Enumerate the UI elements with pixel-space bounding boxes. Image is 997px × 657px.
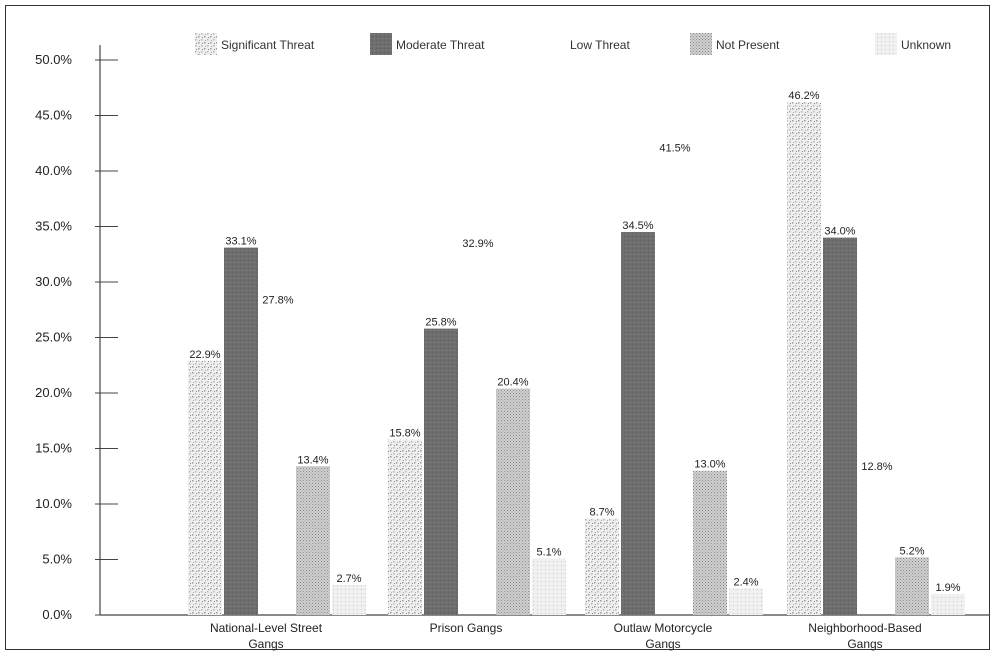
legend-swatch <box>370 33 392 55</box>
data-label: 20.4% <box>497 377 528 389</box>
legend-label: Low Threat <box>570 38 630 52</box>
data-label: 22.9% <box>189 349 220 361</box>
data-label: 27.8% <box>262 294 293 306</box>
data-label: 13.4% <box>297 454 328 466</box>
x-axis: National-Level Street Gangs Prison Gangs Ou… <box>210 621 922 651</box>
data-label: 34.0% <box>824 226 855 238</box>
legend-label: Significant Threat <box>221 38 315 52</box>
y-tick-label: 10.0% <box>35 496 72 511</box>
category-label: Outlaw Motorcycle <box>614 621 713 635</box>
bar <box>621 232 655 616</box>
data-label: 25.8% <box>425 317 456 329</box>
data-label: 5.1% <box>536 546 561 558</box>
data-label: 2.7% <box>336 573 361 585</box>
y-tick-label: 50.0% <box>35 52 72 67</box>
category-label: Gangs <box>645 637 680 651</box>
y-tick-label: 25.0% <box>35 330 72 345</box>
bar <box>496 388 530 615</box>
bar <box>224 247 258 615</box>
bar <box>532 558 566 615</box>
category-label: Gangs <box>248 637 283 651</box>
bar <box>296 466 330 615</box>
data-label: 41.5% <box>659 142 690 154</box>
legend: Significant Threat Moderate Threat Low Thr… <box>195 33 951 55</box>
y-tick-label: 5.0% <box>42 552 72 567</box>
legend-label: Not Present <box>716 38 780 52</box>
y-tick-label: 20.0% <box>35 385 72 400</box>
data-label: 12.8% <box>861 461 892 473</box>
data-label: 33.1% <box>225 236 256 248</box>
y-tick-label: 35.0% <box>35 219 72 234</box>
data-label: 2.4% <box>733 576 758 588</box>
bar <box>332 585 366 615</box>
data-label: 5.2% <box>899 545 924 557</box>
category-label: National-Level Street <box>210 621 323 635</box>
bar <box>823 237 857 615</box>
y-tick-label: 15.0% <box>35 441 72 456</box>
category-label: Neighborhood-Based <box>808 621 921 635</box>
data-labels: 22.9% 33.1% 27.8% 13.4% 2.7% 15.8% 25.8% 32.9% 2… <box>189 90 960 594</box>
data-label: 34.5% <box>622 220 653 232</box>
legend-label: Unknown <box>901 38 951 52</box>
data-label: 13.0% <box>694 459 725 471</box>
data-label: 15.8% <box>389 428 420 440</box>
data-label: 32.9% <box>462 238 493 250</box>
bar <box>424 328 458 615</box>
data-label: 46.2% <box>788 90 819 102</box>
bar <box>787 102 821 616</box>
bar <box>188 360 222 615</box>
bars <box>188 102 965 616</box>
y-tick-label: 30.0% <box>35 274 72 289</box>
legend-swatch <box>195 33 217 55</box>
bar <box>388 439 422 615</box>
category-label: Gangs <box>847 637 882 651</box>
legend-label: Moderate Threat <box>396 38 485 52</box>
data-label: 8.7% <box>589 506 614 518</box>
bar <box>585 518 619 615</box>
category-label: Prison Gangs <box>430 621 503 635</box>
legend-swatch <box>690 33 712 55</box>
bar <box>895 557 929 615</box>
data-label: 1.9% <box>935 582 960 594</box>
bar <box>693 470 727 615</box>
y-tick-label: 0.0% <box>42 607 72 622</box>
legend-swatch <box>875 33 897 55</box>
y-tick-label: 45.0% <box>35 108 72 123</box>
bar <box>729 588 763 615</box>
y-tick-label: 40.0% <box>35 163 72 178</box>
bar <box>931 593 965 615</box>
